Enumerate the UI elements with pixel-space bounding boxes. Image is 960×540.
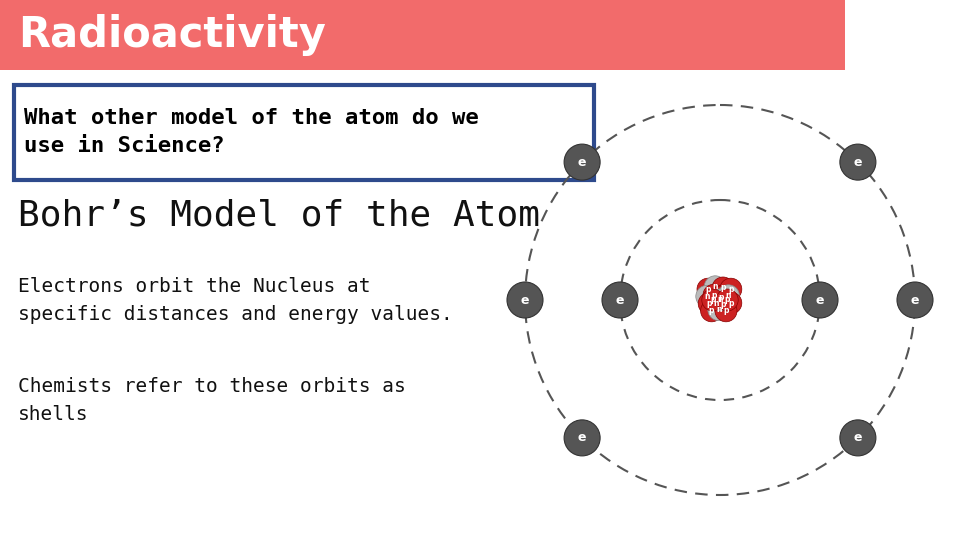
Circle shape (564, 420, 600, 456)
Text: e: e (578, 156, 587, 168)
Text: e: e (578, 431, 587, 444)
Circle shape (716, 289, 738, 311)
Text: p: p (728, 299, 733, 307)
Text: e: e (853, 431, 862, 444)
Text: p: p (706, 285, 710, 294)
Circle shape (706, 292, 728, 314)
Circle shape (897, 282, 933, 318)
Circle shape (715, 300, 737, 322)
Text: p: p (710, 295, 715, 305)
Circle shape (702, 289, 724, 311)
Circle shape (696, 286, 718, 307)
Bar (14, 85, 594, 180)
Text: e: e (816, 294, 825, 307)
Circle shape (703, 284, 725, 306)
Text: p: p (723, 306, 729, 315)
Text: n: n (704, 292, 709, 301)
Text: n: n (716, 305, 722, 314)
Text: p: p (707, 299, 712, 308)
Text: n: n (717, 295, 723, 305)
Text: p: p (720, 284, 726, 293)
Text: p: p (711, 291, 717, 300)
Circle shape (720, 292, 742, 314)
Text: n: n (726, 291, 732, 300)
Circle shape (708, 299, 730, 321)
Text: e: e (520, 294, 529, 307)
Text: e: e (911, 294, 920, 307)
Circle shape (698, 293, 720, 315)
Circle shape (602, 282, 638, 318)
Circle shape (712, 293, 734, 315)
Circle shape (697, 278, 719, 300)
Text: e: e (615, 294, 624, 307)
Circle shape (564, 144, 600, 180)
Circle shape (840, 420, 876, 456)
Circle shape (507, 282, 543, 318)
Circle shape (712, 277, 734, 299)
Text: Radioactivity: Radioactivity (18, 14, 325, 56)
Text: e: e (853, 156, 862, 168)
Circle shape (720, 278, 742, 300)
Text: n: n (712, 282, 718, 291)
Circle shape (717, 285, 739, 307)
Circle shape (709, 289, 731, 311)
Circle shape (705, 276, 726, 298)
Text: What other model of the atom do we
use in Science?: What other model of the atom do we use i… (24, 109, 479, 157)
Text: Electrons orbit the Nucleus at
specific distances and energy values.: Electrons orbit the Nucleus at specific … (18, 276, 453, 323)
Circle shape (840, 144, 876, 180)
Circle shape (710, 286, 732, 308)
Text: Chemists refer to these orbits as
shells: Chemists refer to these orbits as shells (18, 376, 406, 423)
Text: p: p (728, 285, 733, 294)
Text: Bohr’s Model of the Atom: Bohr’s Model of the Atom (18, 198, 540, 232)
Text: p: p (721, 300, 727, 309)
Circle shape (701, 300, 723, 322)
Text: p: p (718, 293, 724, 301)
Text: p: p (708, 306, 714, 315)
Bar (0, 0, 845, 70)
Text: p: p (725, 295, 730, 305)
Circle shape (802, 282, 838, 318)
Text: n: n (713, 299, 719, 307)
